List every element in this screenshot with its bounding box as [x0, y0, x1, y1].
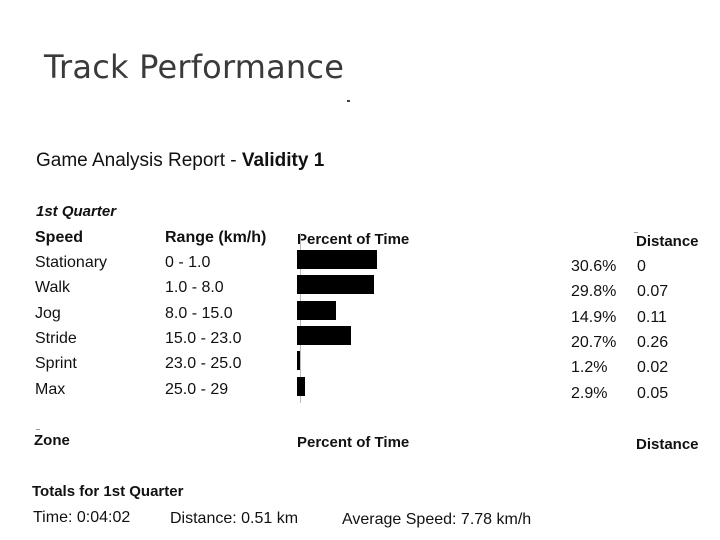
row-percent: 14.9%	[571, 309, 617, 326]
report-title-suffix: Validity 1	[241, 150, 325, 171]
percent-bar	[297, 275, 375, 294]
totals-time: Time: 0:04:02	[33, 509, 130, 527]
row-speed-label: Walk	[35, 279, 70, 296]
percent-bar	[297, 301, 336, 320]
row-percent: 30.6%	[571, 258, 617, 275]
speed-header: Speed	[35, 229, 84, 246]
row-distance: 0.05	[637, 385, 669, 402]
row-distance: 0.11	[637, 309, 667, 326]
distance-header-mark	[634, 232, 638, 233]
row-percent: 2.9%	[571, 385, 608, 402]
zone-mark	[36, 429, 40, 430]
row-percent: 29.8%	[571, 283, 617, 300]
row-speed-label: Sprint	[35, 355, 77, 372]
totals-average-speed: Average Speed: 7.78 km/h	[342, 511, 531, 529]
totals-distance: Distance: 0.51 km	[170, 510, 298, 528]
zone-percent-header: Percent of Time	[297, 434, 410, 451]
row-range: 0 - 1.0	[165, 254, 211, 271]
row-speed-label: Stride	[35, 330, 77, 347]
percent-bar	[297, 351, 301, 370]
zone-label: Zone	[34, 432, 70, 449]
totals-speed-label: Average Speed:	[342, 511, 457, 528]
distance-header: Distance	[636, 233, 699, 250]
totals-speed-value: 7.78 km/h	[460, 511, 532, 528]
totals-distance-value: 0.51 km	[241, 510, 299, 527]
row-range: 15.0 - 23.0	[165, 330, 242, 347]
scan-mark	[347, 100, 350, 102]
range-header: Range (km/h)	[165, 229, 267, 246]
row-range: 23.0 - 25.0	[165, 355, 242, 372]
row-speed-label: Max	[35, 381, 66, 398]
row-range: 8.0 - 15.0	[165, 305, 233, 322]
row-distance: 0	[637, 258, 646, 275]
row-percent: 1.2%	[571, 359, 608, 376]
row-distance: 0.02	[637, 359, 669, 376]
totals-distance-label: Distance:	[170, 510, 237, 527]
slide-title: Track Performance	[44, 48, 345, 86]
row-distance: 0.07	[637, 283, 669, 300]
totals-time-value: 0:04:02	[76, 509, 131, 526]
row-range: 1.0 - 8.0	[165, 279, 224, 296]
row-speed-label: Jog	[35, 305, 61, 322]
row-distance: 0.26	[637, 334, 669, 351]
percent-header: Percent of Time	[297, 231, 410, 248]
report-title-prefix: Game Analysis Report -	[36, 150, 242, 171]
percent-bar	[297, 326, 351, 345]
zone-distance-header: Distance	[636, 436, 699, 453]
report-title: Game Analysis Report - Validity 1	[36, 150, 324, 172]
percent-bar	[297, 250, 377, 269]
row-speed-label: Stationary	[35, 254, 108, 271]
row-percent: 20.7%	[571, 334, 617, 351]
percent-bar	[297, 377, 305, 396]
totals-time-label: Time:	[33, 509, 73, 526]
row-range: 25.0 - 29	[165, 381, 229, 398]
quarter-label: 1st Quarter	[36, 203, 117, 220]
totals-title: Totals for 1st Quarter	[32, 483, 184, 500]
